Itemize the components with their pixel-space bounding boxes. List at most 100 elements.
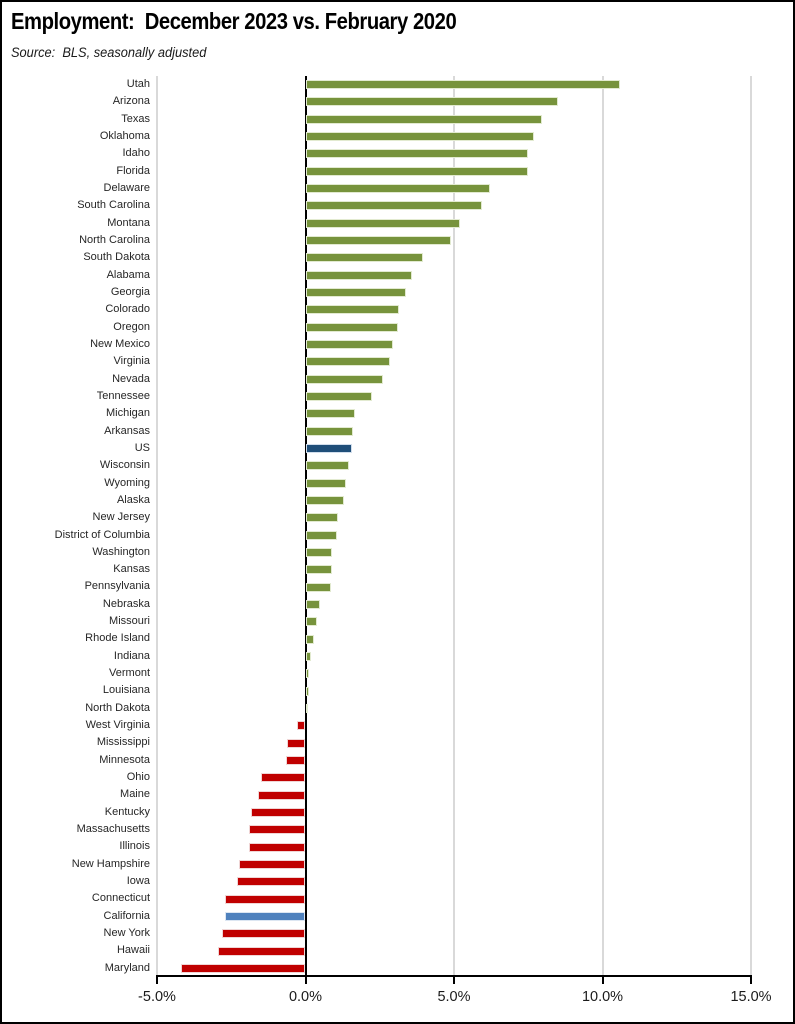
bar-montana — [305, 218, 460, 228]
category-label-idaho: Idaho — [122, 147, 150, 160]
bar-north-dakota — [305, 703, 308, 713]
x-axis-tick-label--5: -5.0% — [138, 989, 176, 1005]
bar-alaska — [305, 496, 345, 505]
category-label-north-dakota: North Dakota — [85, 701, 150, 714]
category-label-nevada: Nevada — [112, 372, 150, 385]
bar-us — [305, 444, 352, 454]
category-label-hawaii: Hawaii — [116, 944, 150, 957]
bar-michigan — [305, 409, 355, 419]
category-label-new-york: New York — [103, 927, 150, 940]
bar-arkansas — [305, 426, 354, 436]
category-label-virginia: Virginia — [113, 355, 151, 368]
category-axis-labels: Utah Arizona Texas Oklahoma Idaho Florida Dela… — [2, 76, 150, 977]
category-label-pennsylvania: Pennsylvania — [84, 580, 150, 593]
bar-new-york — [222, 929, 306, 939]
x-axis-tick-15 — [750, 977, 752, 984]
category-label-arizona: Arizona — [112, 95, 150, 108]
x-axis-tick-label-10: 10.0% — [581, 989, 624, 1005]
bar-iowa — [237, 877, 306, 887]
bar-wyoming — [305, 478, 346, 488]
zero-axis-line — [304, 76, 307, 977]
category-label-ohio: Ohio — [126, 771, 150, 784]
category-label-texas: Texas — [121, 112, 150, 125]
category-label-maryland: Maryland — [104, 961, 150, 974]
gridline--5 — [156, 76, 158, 977]
bar-mississippi — [286, 738, 306, 748]
bar-north-carolina — [305, 236, 452, 246]
category-label-new-jersey: New Jersey — [92, 511, 150, 524]
plot-area: -5.0% 0.0% 5.0% 10.0% 15.0% — [138, 76, 772, 1005]
bar-new-hampshire — [238, 859, 306, 869]
bar-virginia — [305, 357, 391, 367]
category-label-missouri: Missouri — [109, 615, 150, 628]
category-label-maine: Maine — [120, 788, 150, 801]
bar-hawaii — [217, 946, 306, 956]
category-label-arkansas: Arkansas — [104, 424, 150, 437]
bar-south-dakota — [305, 253, 423, 263]
gridline-10 — [601, 76, 604, 977]
bar-district-of-columbia — [305, 530, 337, 540]
category-label-georgia: Georgia — [110, 285, 150, 298]
category-label-vermont: Vermont — [109, 667, 150, 680]
category-label-delaware: Delaware — [103, 181, 150, 194]
category-label-louisiana: Louisiana — [102, 684, 150, 697]
x-axis-tick-label-15: 15.0% — [730, 989, 772, 1005]
category-label-wisconsin: Wisconsin — [99, 459, 150, 472]
bar-west-virginia — [296, 721, 306, 731]
category-label-oregon: Oregon — [113, 320, 150, 333]
category-label-tennessee: Tennessee — [96, 389, 150, 402]
bar-colorado — [305, 305, 400, 315]
category-label-utah: Utah — [126, 78, 150, 90]
category-label-alabama: Alabama — [106, 268, 150, 281]
bar-south-carolina — [305, 201, 483, 211]
bar-nevada — [305, 374, 383, 384]
chart-source-note: Source: BLS, seasonally adjusted — [11, 45, 207, 60]
bar-new-mexico — [305, 340, 394, 350]
category-label-south-dakota: South Dakota — [83, 251, 150, 264]
category-label-california: California — [103, 909, 150, 922]
bar-alabama — [305, 270, 413, 280]
category-label-rhode-island: Rhode Island — [85, 632, 150, 645]
category-label-illinois: Illinois — [119, 840, 150, 853]
category-label-washington: Washington — [92, 545, 150, 558]
category-label-connecticut: Connecticut — [91, 892, 150, 905]
bar-florida — [305, 166, 529, 176]
category-label-mississippi: Mississippi — [96, 736, 150, 749]
bar-utah — [305, 80, 621, 90]
category-label-indiana: Indiana — [113, 649, 150, 662]
category-label-kansas: Kansas — [113, 563, 150, 576]
bar-tennessee — [305, 392, 373, 402]
category-label-colorado: Colorado — [105, 303, 150, 316]
bar-kentucky — [250, 807, 306, 817]
category-label-district-of-columbia: District of Columbia — [54, 528, 150, 541]
x-axis-tick-10 — [601, 977, 604, 984]
category-label-alaska: Alaska — [116, 493, 150, 506]
x-axis-tick-label-0: 0.0% — [288, 989, 323, 1005]
x-axis-tick-5 — [453, 977, 455, 984]
category-label-new-mexico: New Mexico — [90, 337, 150, 350]
category-label-michigan: Michigan — [105, 407, 150, 420]
x-axis-line — [156, 975, 752, 977]
bar-california — [225, 911, 306, 921]
bar-minnesota — [286, 755, 306, 765]
bar-oklahoma — [305, 132, 535, 142]
bar-washington — [305, 547, 333, 557]
chart-title: Employment: December 2023 vs. February 2… — [11, 8, 457, 34]
x-axis-tick--5 — [156, 977, 158, 984]
bar-nebraska — [305, 599, 321, 609]
bar-kansas — [305, 565, 332, 575]
bar-oregon — [305, 322, 398, 332]
bar-new-jersey — [305, 513, 339, 523]
bar-illinois — [249, 842, 306, 852]
category-label-iowa: Iowa — [126, 875, 150, 888]
gridline-5 — [453, 76, 455, 977]
bar-pennsylvania — [305, 582, 331, 592]
bar-wisconsin — [305, 461, 349, 471]
gridline-15 — [750, 76, 752, 977]
bar-louisiana — [305, 686, 310, 696]
x-axis-tick-0 — [304, 977, 307, 984]
bar-indiana — [305, 651, 312, 661]
bar-maine — [257, 790, 306, 800]
category-label-nebraska: Nebraska — [102, 597, 150, 610]
